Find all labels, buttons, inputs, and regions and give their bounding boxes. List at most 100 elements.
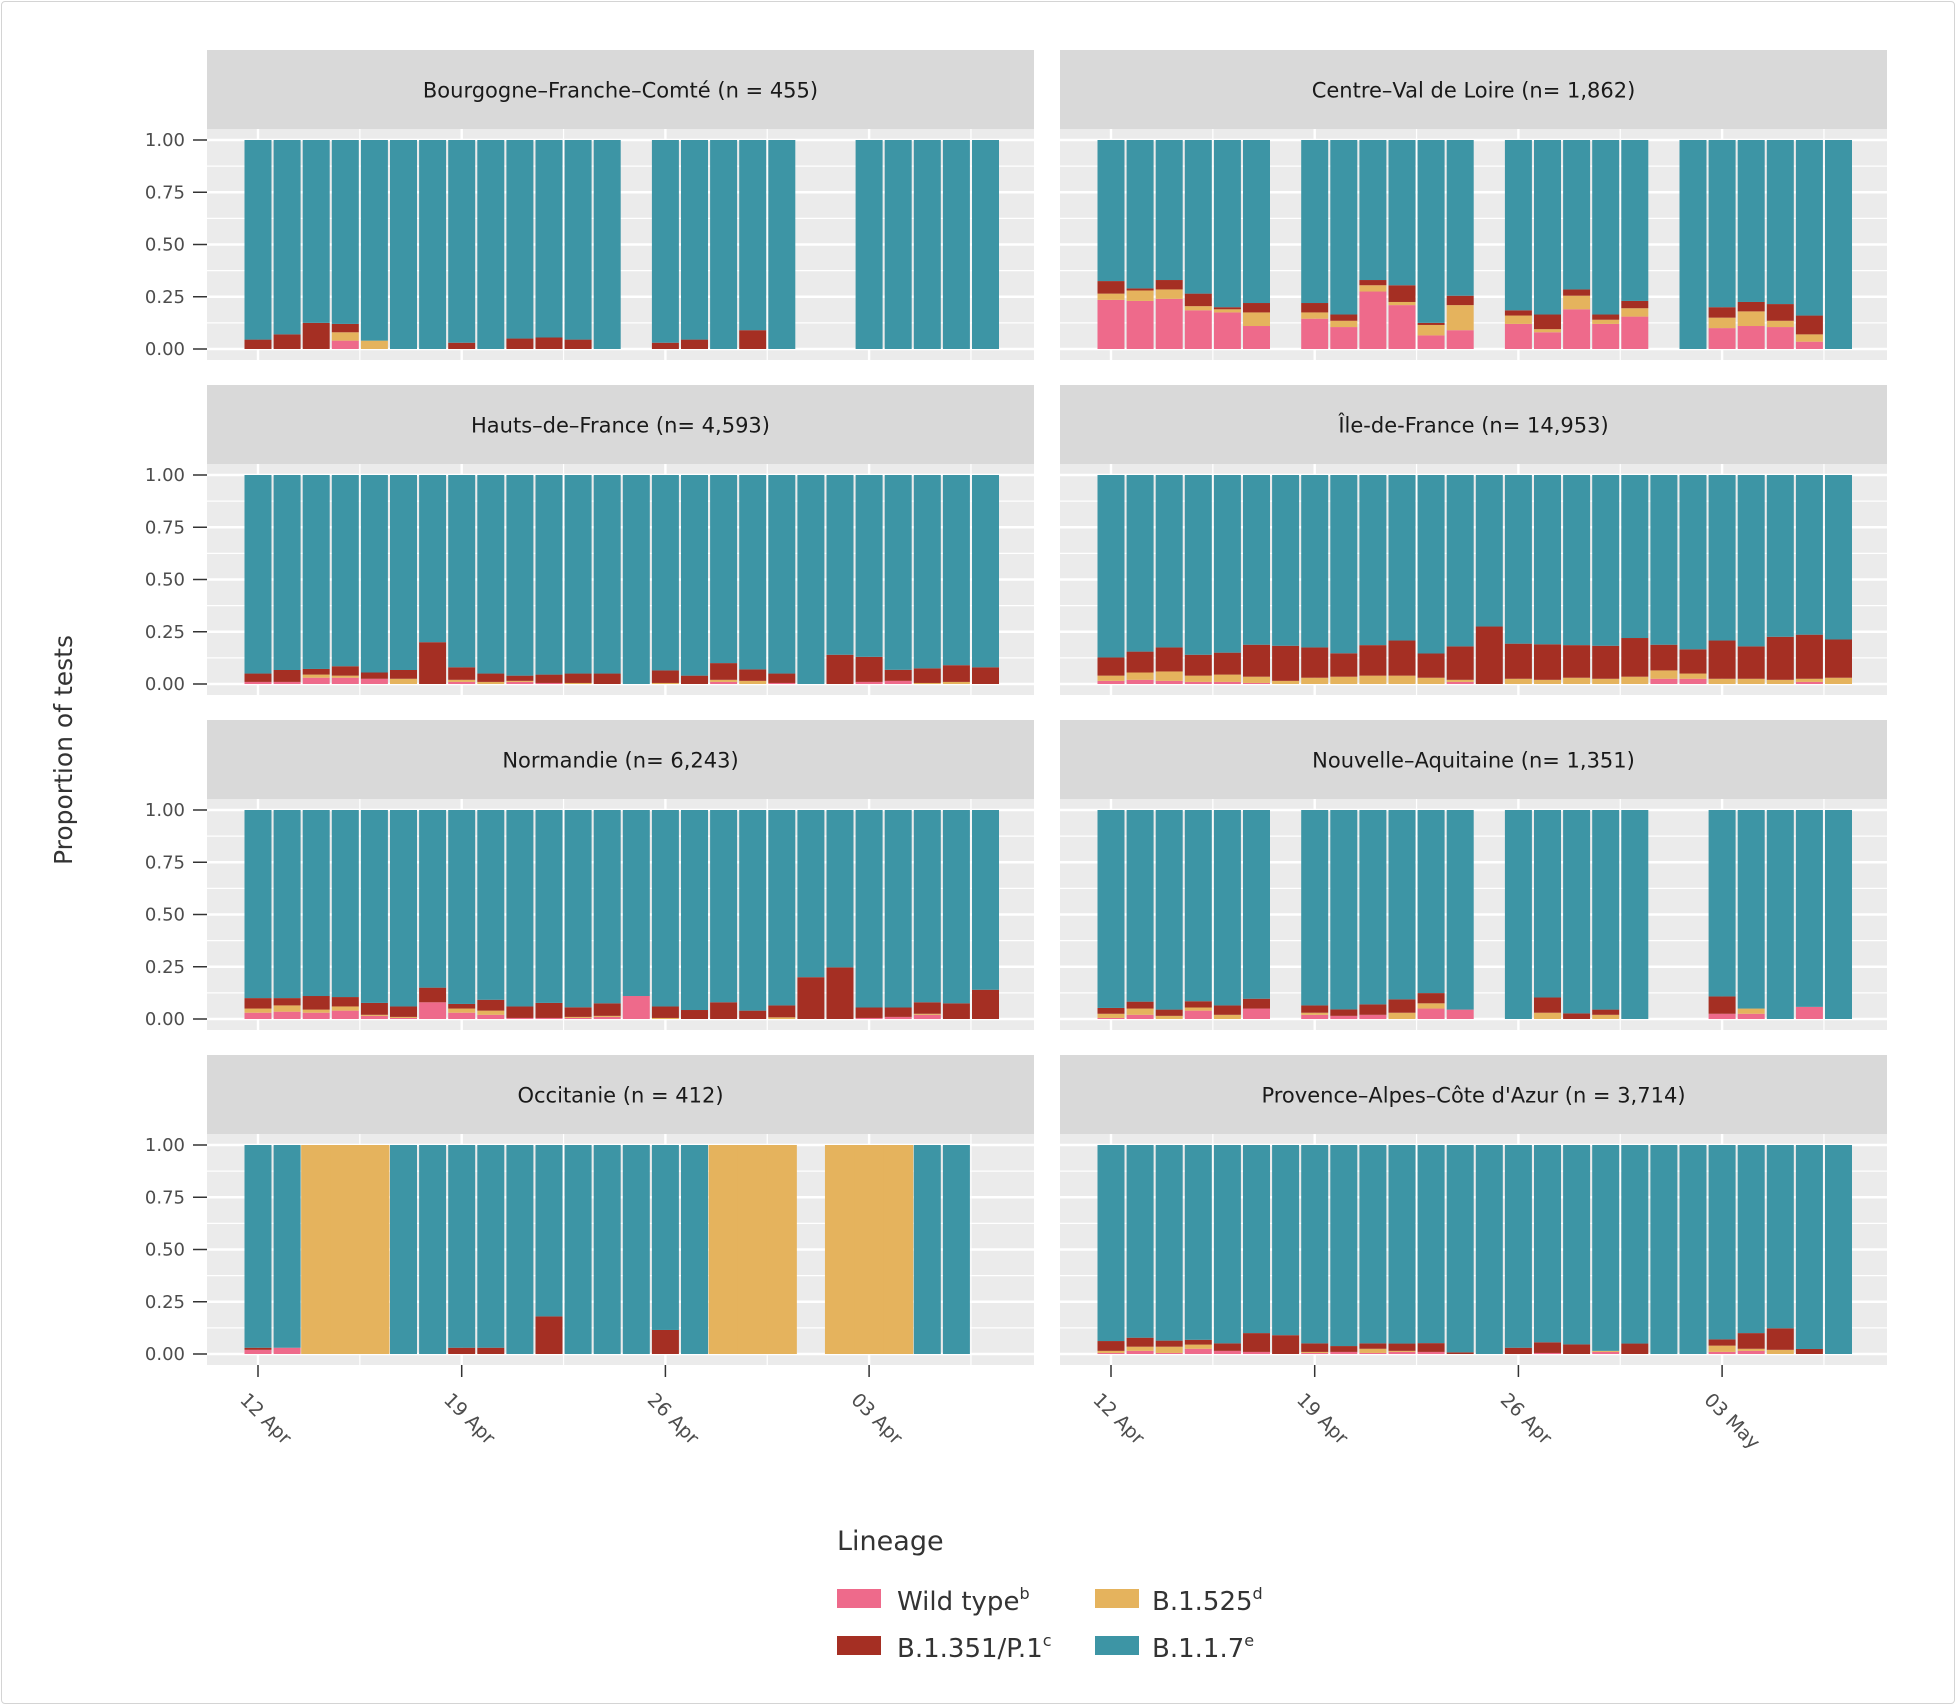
bar-segment-b1351-p1 xyxy=(331,666,359,676)
bar-stack xyxy=(826,810,854,1019)
bar-segment-wild-type xyxy=(1417,1351,1445,1354)
bar-segment-b117 xyxy=(1155,475,1183,648)
bar-segment-b1525 xyxy=(1825,677,1852,684)
bar-segment-b1525 xyxy=(360,340,388,349)
bar-segment-b117 xyxy=(1592,1145,1620,1351)
bar-segment-b117 xyxy=(1650,1145,1678,1354)
bar-stack xyxy=(710,810,738,1019)
bar-segment-b117 xyxy=(1592,140,1620,315)
bar-segment-wild-type xyxy=(1155,1352,1183,1354)
bar-segment-b117 xyxy=(506,475,534,676)
bar-segment-b117 xyxy=(1184,1145,1212,1340)
bar-segment-b117 xyxy=(1708,475,1736,641)
bar-stack xyxy=(360,140,388,349)
panel: Île-de-France (n= 14,953) xyxy=(1060,385,1887,711)
bar-segment-b1351-p1 xyxy=(244,339,272,349)
bar-segment-b117 xyxy=(884,140,912,349)
bar-segment-b1525 xyxy=(1504,678,1532,684)
bar-segment-b1525 xyxy=(1708,317,1736,329)
bar-segment-b1525 xyxy=(1155,671,1183,681)
bar-segment-b117 xyxy=(535,475,563,675)
bar-segment-b1351-p1 xyxy=(1272,645,1300,681)
bar-segment-b1525 xyxy=(1766,320,1794,328)
bar-segment-wild-type xyxy=(1243,1008,1270,1019)
bar-segment-b1351-p1 xyxy=(1737,646,1765,679)
bar-stack xyxy=(1155,140,1183,349)
bar-segment-b117 xyxy=(1621,810,1649,1019)
bar-segment-b1351-p1 xyxy=(1534,997,1561,1013)
bar-segment-b1351-p1 xyxy=(273,998,301,1006)
bar-segment-b117 xyxy=(1097,810,1125,1008)
bar-segment-wild-type xyxy=(1650,678,1678,684)
bar-segment-b117 xyxy=(1504,1145,1532,1348)
bar-segment-b117 xyxy=(622,1145,650,1354)
bar-segment-b117 xyxy=(942,140,970,349)
bar-segment-b1351-p1 xyxy=(448,1003,476,1009)
bar-stack xyxy=(913,1145,941,1354)
bar-segment-b1351-p1 xyxy=(360,672,388,679)
bar-segment-wild-type xyxy=(1708,1351,1736,1354)
bar-segment-b1351-p1 xyxy=(448,667,476,680)
bar-segment-wild-type xyxy=(302,677,330,684)
bar-stack xyxy=(1679,475,1707,684)
bar-segment-b117 xyxy=(593,140,621,349)
bar-segment-b1525 xyxy=(1621,308,1649,317)
bar-segment-b117 xyxy=(1301,140,1329,304)
bar-stack xyxy=(1126,475,1154,684)
bar-segment-b117 xyxy=(1708,1145,1736,1340)
y-tick-label: 1.00 xyxy=(145,465,185,486)
bar-segment-wild-type xyxy=(506,1017,534,1019)
bar-segment-b1351-p1 xyxy=(1213,652,1241,675)
bar-stack xyxy=(1737,475,1765,684)
bar-stack xyxy=(1243,1145,1270,1354)
bar-segment-b117 xyxy=(622,475,650,684)
bar-segment-b117 xyxy=(1359,475,1387,646)
bar-segment-b1525 xyxy=(1592,678,1620,684)
bar-segment-b117 xyxy=(1766,1145,1794,1329)
bar-segment-b117 xyxy=(1272,475,1300,646)
bar-segment-b1351-p1 xyxy=(1534,644,1561,680)
bar-segment-b1351-p1 xyxy=(244,1347,272,1350)
bar-segment-b1525 xyxy=(390,1016,417,1018)
bar-stack xyxy=(448,810,476,1019)
panel-strip xyxy=(1060,720,1887,799)
bar-stack xyxy=(244,1145,272,1354)
bar-segment-b117 xyxy=(1534,140,1561,315)
bar-segment-wild-type xyxy=(1301,1014,1329,1019)
bar-stack xyxy=(564,475,592,684)
bar-segment-b117 xyxy=(1301,1145,1329,1344)
bar-stack xyxy=(913,475,941,684)
x-tick-label: 03 Apr xyxy=(847,1389,907,1449)
bar-stack xyxy=(593,810,621,1019)
bar-segment-b1525 xyxy=(1417,1003,1445,1009)
bar-segment-wild-type xyxy=(419,1002,447,1019)
bar-segment-b1351-p1 xyxy=(564,673,592,683)
bar-segment-b117 xyxy=(1330,140,1358,315)
bar-segment-b1525 xyxy=(708,1145,739,1354)
bar-segment-wild-type xyxy=(884,1016,912,1019)
panel-title: Bourgogne–Franche–Comté (n = 455) xyxy=(423,79,818,103)
bar-segment-b1351-p1 xyxy=(1330,1009,1358,1016)
bar-stack xyxy=(477,140,505,349)
bar-segment-b117 xyxy=(1825,810,1852,1019)
bar-segment-wild-type xyxy=(1184,310,1212,349)
bar-segment-b1525 xyxy=(1795,334,1823,342)
bar-segment-b1351-p1 xyxy=(477,999,505,1011)
bar-stack xyxy=(330,1145,361,1354)
bar-segment-b1351-p1 xyxy=(564,1007,592,1017)
panel-title: Provence–Alpes–Côte d'Azur (n = 3,714) xyxy=(1261,1084,1685,1108)
bar-stack xyxy=(1592,1145,1620,1354)
bar-segment-b1525 xyxy=(331,332,359,341)
bar-segment-b117 xyxy=(1126,475,1154,652)
bar-segment-wild-type xyxy=(1126,1014,1154,1019)
bar-segment-b1351-p1 xyxy=(273,334,301,349)
bar-segment-wild-type xyxy=(1330,327,1358,349)
bar-stack xyxy=(942,1145,970,1354)
bar-segment-b117 xyxy=(1563,810,1591,1014)
bar-segment-b117 xyxy=(1184,810,1212,1002)
bar-segment-b1525 xyxy=(883,1145,914,1354)
bar-stack xyxy=(1388,140,1416,349)
bar-stack xyxy=(1213,475,1241,684)
bar-stack xyxy=(942,140,970,349)
bar-stack xyxy=(1126,140,1154,349)
